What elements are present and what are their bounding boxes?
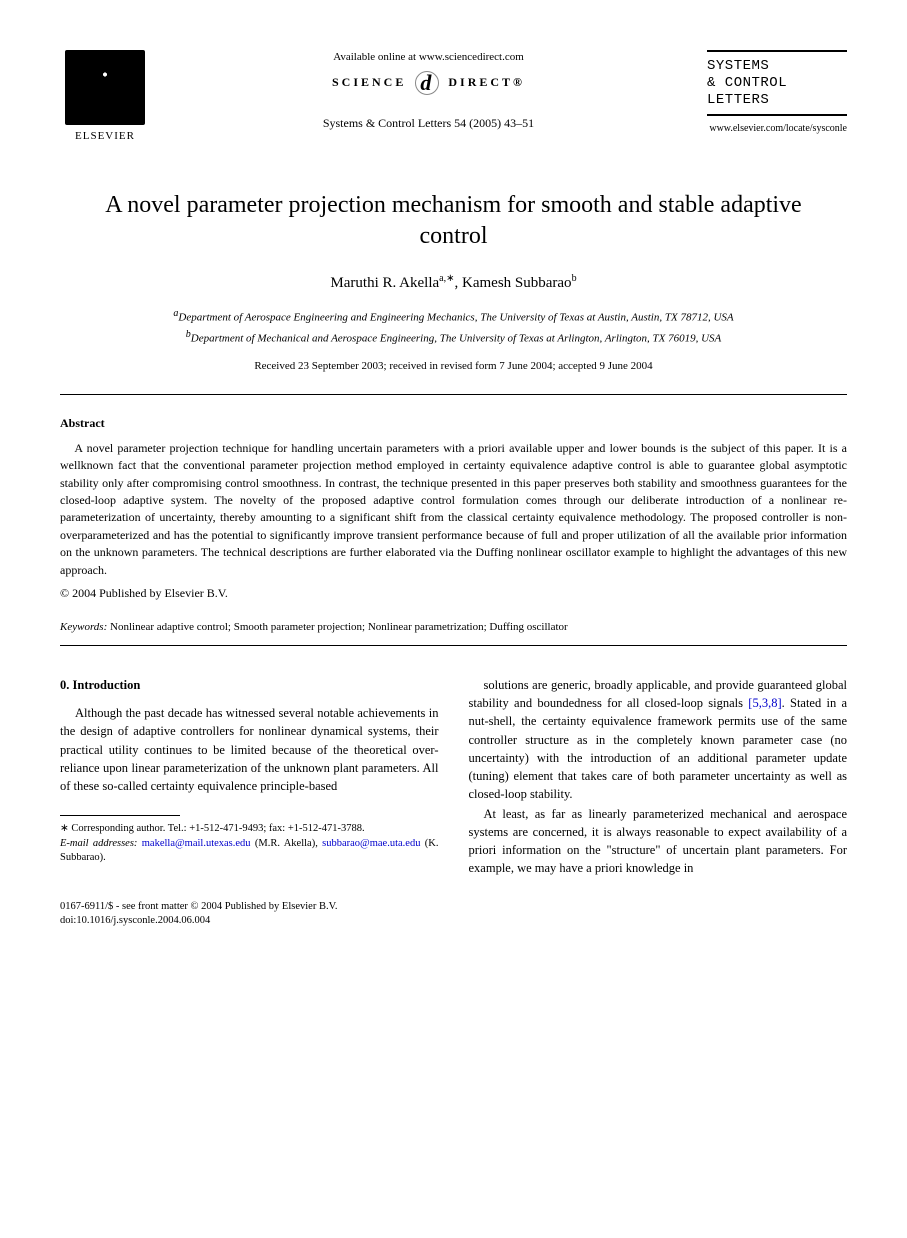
journal-logo-line2: & CONTROL [707,75,847,92]
paper-title: A novel parameter projection mechanism f… [100,190,807,252]
affiliations: aDepartment of Aerospace Engineering and… [60,306,847,346]
science-direct-logo: SCIENCE d DIRECT® [170,71,687,95]
bottom-info: 0167-6911/$ - see front matter © 2004 Pu… [60,900,847,929]
available-online-text: Available online at www.sciencedirect.co… [170,50,687,65]
rule-top [60,394,847,395]
elsevier-logo: ELSEVIER [60,50,150,150]
author-1-sup: a,∗ [439,273,454,284]
intro-p1: Although the past decade has witnessed s… [60,704,439,795]
footnote-rule [60,815,180,816]
header-row: ELSEVIER Available online at www.science… [60,50,847,150]
issn-line: 0167-6911/$ - see front matter © 2004 Pu… [60,900,847,915]
author-1-name: Maruthi R. Akella [330,275,439,291]
affiliation-b: bDepartment of Mechanical and Aerospace … [60,327,847,347]
corresponding-author: ∗ Corresponding author. Tel.: +1-512-471… [60,822,439,837]
keywords-text: Nonlinear adaptive control; Smooth param… [110,621,568,633]
journal-reference: Systems & Control Letters 54 (2005) 43–5… [170,115,687,132]
email-1-link[interactable]: makella@mail.utexas.edu [142,838,251,849]
keywords-label: Keywords: [60,621,107,633]
sd-right: DIRECT® [448,75,525,89]
journal-logo: SYSTEMS & CONTROL LETTERS www.elsevier.c… [707,50,847,136]
footnotes: ∗ Corresponding author. Tel.: +1-512-471… [60,822,439,866]
authors: Maruthi R. Akellaa,∗, Kamesh Subbaraob [60,272,847,294]
center-header: Available online at www.sciencedirect.co… [150,50,707,132]
affiliation-b-text: Department of Mechanical and Aerospace E… [191,332,722,344]
body-columns: 0. Introduction Although the past decade… [60,676,847,879]
journal-url: www.elsevier.com/locate/sysconle [707,122,847,136]
citation-link[interactable]: [5,3,8] [748,696,781,710]
keywords: Keywords: Nonlinear adaptive control; Sm… [60,620,847,635]
intro-p1-cont: solutions are generic, broadly applicabl… [469,676,848,803]
sd-at-icon: d [415,71,439,95]
affiliation-a-text: Department of Aerospace Engineering and … [178,312,733,324]
author-2-sup: b [572,273,577,284]
rule-bottom [60,645,847,646]
abstract-copyright: © 2004 Published by Elsevier B.V. [60,585,847,602]
elsevier-tree-icon [65,50,145,125]
abstract-heading: Abstract [60,415,847,432]
dates: Received 23 September 2003; received in … [60,359,847,374]
affiliation-a: aDepartment of Aerospace Engineering and… [60,306,847,326]
sd-left: SCIENCE [332,75,406,89]
intro-p2: At least, as far as linearly parameteriz… [469,805,848,878]
email-1-who: (M.R. Akella), [255,838,318,849]
journal-logo-line1: SYSTEMS [707,58,847,75]
email-addresses: E-mail addresses: makella@mail.utexas.ed… [60,837,439,866]
abstract-text: A novel parameter projection technique f… [60,440,847,579]
abstract-body: A novel parameter projection technique f… [60,440,847,579]
journal-logo-line3: LETTERS [707,92,847,109]
column-right: solutions are generic, broadly applicabl… [469,676,848,879]
email-2-link[interactable]: subbarao@mae.uta.edu [322,838,420,849]
section-0-heading: 0. Introduction [60,676,439,694]
elsevier-label: ELSEVIER [75,129,135,144]
column-left: 0. Introduction Although the past decade… [60,676,439,879]
author-2-name: Kamesh Subbarao [462,275,572,291]
intro-p1-cont-b: . Stated in a nut-shell, the certainty e… [469,696,848,801]
email-label: E-mail addresses: [60,838,137,849]
doi-line: doi:10.1016/j.sysconle.2004.06.004 [60,914,847,929]
journal-logo-box: SYSTEMS & CONTROL LETTERS [707,50,847,116]
